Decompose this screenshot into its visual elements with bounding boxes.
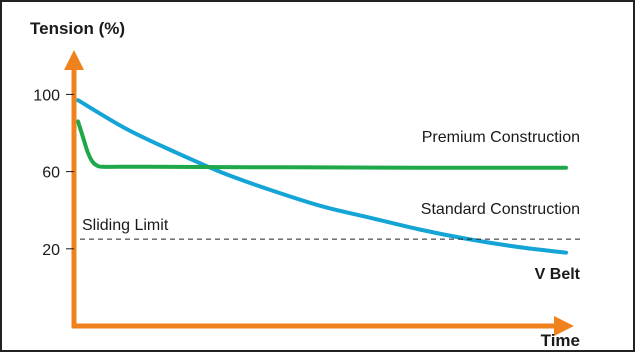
series-line-premium [76,119,568,170]
series-line-standard [76,98,568,255]
v-belt-label: V Belt [535,266,581,283]
series-label-standard: Standard Construction [421,201,580,218]
y-tick-label: 20 [42,242,60,259]
y-tick-label: 100 [33,87,60,104]
y-tick-label: 60 [42,165,60,182]
sliding-limit-label: Sliding Limit [82,217,169,234]
y-axis-title: Tension (%) [30,19,125,38]
x-axis-title: Time [541,331,580,350]
series-label-premium: Premium Construction [422,129,580,146]
